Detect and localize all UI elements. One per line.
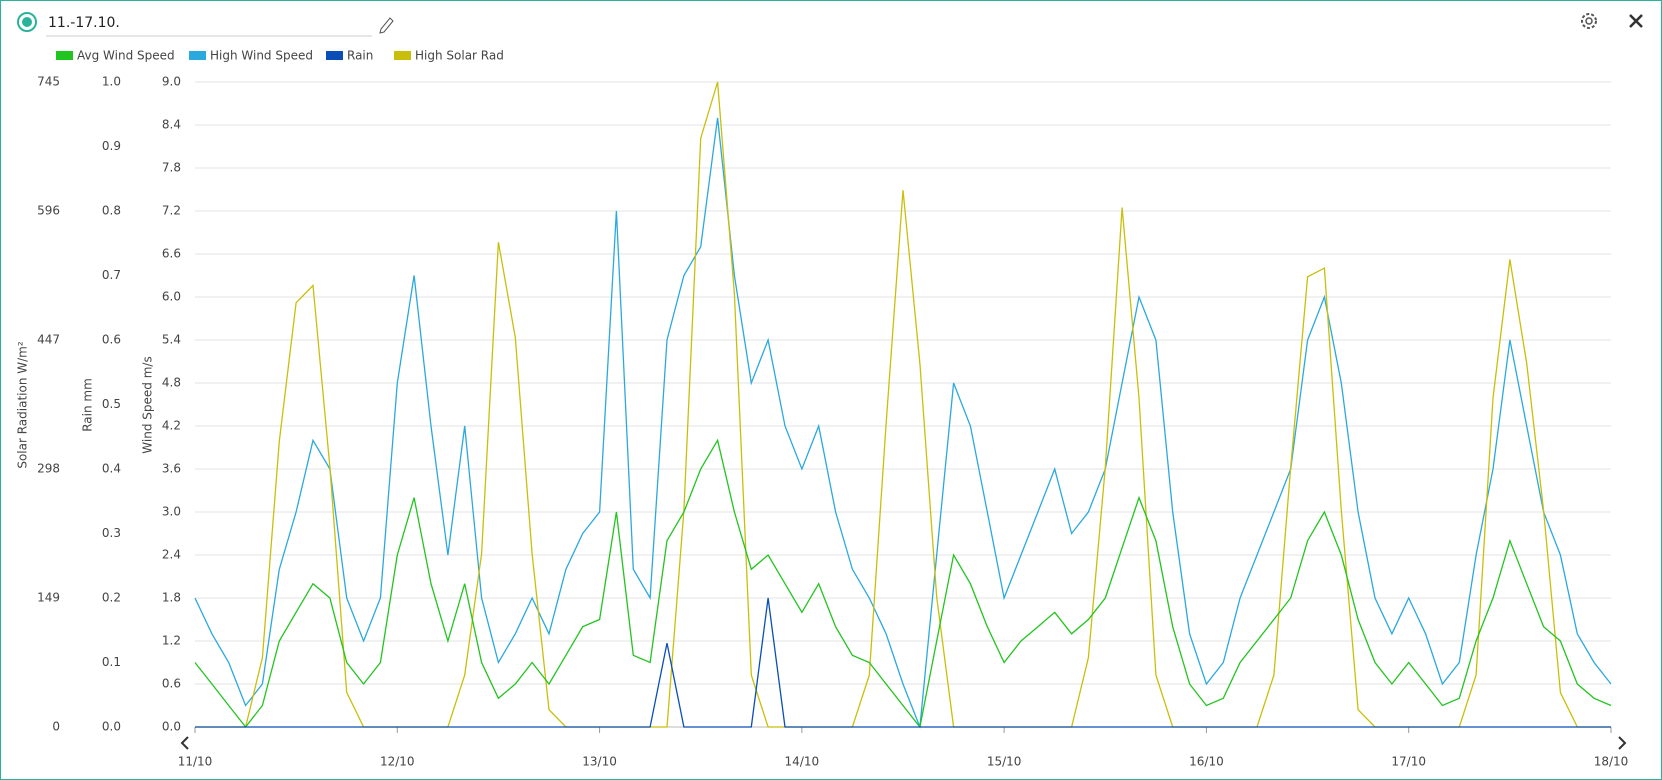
y-tick-label: 6.6 [162, 247, 181, 261]
y-tick-label: 9.0 [162, 75, 181, 89]
status-dot [22, 17, 32, 27]
y-tick-label: 4.8 [162, 376, 181, 390]
y-tick-label: 0.8 [102, 204, 121, 218]
y-tick-label: 1.8 [162, 591, 181, 605]
legend-label[interactable]: Rain [347, 49, 373, 63]
legend-swatch [56, 51, 73, 60]
legend-label[interactable]: High Solar Rad [415, 49, 504, 63]
y-tick-label: 3.6 [162, 462, 181, 476]
x-tick-label: 17/10 [1391, 755, 1426, 769]
legend-swatch [189, 51, 206, 60]
y-tick-label: 0.7 [102, 268, 121, 282]
y-axis-label: Wind Speed m/s [141, 356, 155, 453]
y-tick-label: 0.9 [102, 139, 121, 153]
y-tick-label: 596 [37, 204, 60, 218]
nav-arrow[interactable] [180, 736, 1627, 750]
y-tick-label: 7.8 [162, 161, 181, 175]
header-title[interactable]: 11.-17.10. [48, 15, 120, 31]
x-tick-label: 16/10 [1189, 755, 1224, 769]
series-line [195, 597, 1611, 728]
y-tick-label: 0 [52, 720, 60, 734]
y-tick-label: 0.2 [102, 591, 121, 605]
y-tick-label: 1.2 [162, 634, 181, 648]
series-line [195, 81, 1611, 728]
x-tick-label: 15/10 [987, 755, 1022, 769]
y-tick-label: 6.0 [162, 290, 181, 304]
legend-swatch [326, 51, 343, 60]
y-tick-label: 447 [37, 333, 60, 347]
settings-icon[interactable] [1581, 13, 1597, 29]
legend-label[interactable]: High Wind Speed [210, 49, 313, 63]
x-tick-label: 14/10 [785, 755, 820, 769]
series-line [194, 117, 1612, 728]
y-tick-label: 0.0 [162, 720, 181, 734]
x-tick-label: 12/10 [380, 755, 415, 769]
y-tick-label: 1.0 [102, 75, 121, 89]
y-tick-label: 0.6 [102, 333, 121, 347]
y-tick-label: 0.4 [102, 462, 121, 476]
y-tick-label: 0.0 [102, 720, 121, 734]
y-tick-label: 5.4 [162, 333, 181, 347]
y-tick-label: 3.0 [162, 505, 181, 519]
y-tick-label: 2.4 [162, 548, 181, 562]
status-icon[interactable] [17, 12, 37, 32]
y-tick-label: 0.5 [102, 397, 121, 411]
y-tick-label: 8.4 [162, 118, 181, 132]
y-tick-label: 0.1 [102, 655, 121, 669]
y-tick-label: 0.6 [162, 677, 181, 691]
x-tick-label: 13/10 [582, 755, 617, 769]
x-tick-label: 18/10 [1594, 755, 1629, 769]
legend-swatch [394, 51, 411, 60]
y-tick-label: 745 [37, 75, 60, 89]
y3-axis-label: Solar Radiation W/m² [16, 341, 30, 469]
x-tick-label: 11/10 [178, 755, 213, 769]
edit-icon[interactable] [379, 17, 394, 34]
series-line [194, 438, 1612, 729]
y-tick-label: 4.2 [162, 419, 181, 433]
y-tick-label: 149 [37, 591, 60, 605]
y2-axis-label: Rain mm [81, 378, 95, 432]
close-icon[interactable] [1629, 14, 1643, 28]
y-tick-label: 298 [37, 462, 60, 476]
y-tick-label: 7.2 [162, 204, 181, 218]
legend-label[interactable]: Avg Wind Speed [77, 49, 175, 63]
y-tick-label: 0.3 [102, 526, 121, 540]
